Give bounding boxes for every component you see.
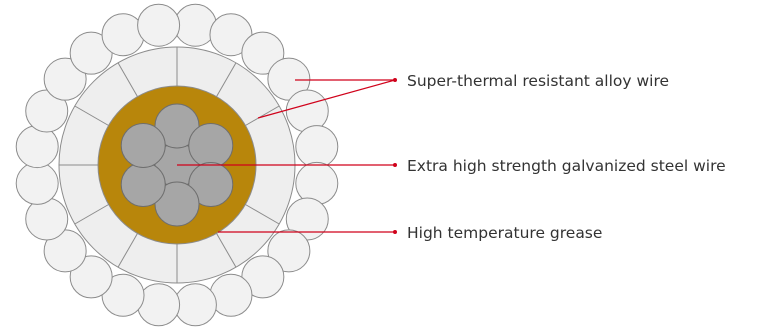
outer-alloy-strand — [43, 57, 87, 101]
segment-divider — [74, 204, 109, 225]
leader-dot-alloy — [393, 78, 397, 82]
outer-alloy-strand — [295, 125, 339, 169]
label-alloy-wire: Super-thermal resistant alloy wire — [407, 72, 669, 90]
outer-alloy-strand — [173, 283, 217, 327]
outer-alloy-strand — [241, 31, 285, 75]
segment-dividers — [59, 47, 295, 283]
leader-dot-steel — [393, 163, 397, 167]
segment-divider — [74, 105, 109, 126]
segment-divider — [216, 233, 237, 268]
leader-lines — [177, 78, 397, 234]
leader-line-alloy-segment — [257, 79, 396, 119]
steel-core-wire — [154, 181, 200, 227]
segment-divider — [117, 233, 138, 268]
steel-core-wires — [120, 103, 234, 227]
label-grease: High temperature grease — [407, 224, 602, 242]
outer-alloy-strand — [69, 255, 113, 299]
segment-divider — [117, 62, 138, 97]
steel-core-wire — [120, 123, 166, 168]
outer-alloy-strand — [267, 229, 311, 273]
label-steel-wire: Extra high strength galvanized steel wir… — [407, 157, 726, 175]
outer-alloy-strand — [15, 161, 59, 205]
steel-core-wire — [154, 103, 200, 149]
steel-core-wire — [120, 162, 166, 207]
outer-alloy-strand — [137, 3, 181, 47]
steel-core-wire — [188, 123, 234, 168]
outer-alloy-strand-layer — [15, 3, 339, 327]
segment-divider — [245, 204, 280, 225]
leader-dot-grease — [393, 230, 397, 234]
segment-divider — [245, 105, 280, 126]
steel-core-wire — [188, 162, 234, 207]
segment-divider — [216, 62, 237, 97]
